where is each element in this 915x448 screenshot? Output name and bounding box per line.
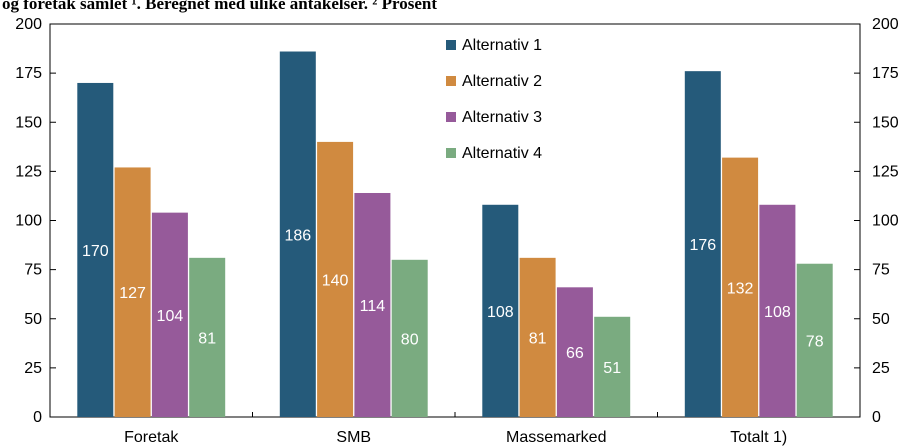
bar — [317, 141, 354, 417]
y-tick-label-right: 0 — [872, 409, 881, 426]
y-tick-label-left: 150 — [15, 114, 42, 131]
y-tick-label-left: 25 — [24, 360, 42, 377]
data-label: 108 — [764, 304, 791, 321]
y-tick-label-left: 100 — [15, 213, 42, 230]
bar — [354, 192, 391, 417]
data-label: 104 — [157, 308, 184, 325]
x-tick-label: Totalt 1) — [730, 429, 787, 446]
y-tick-label-left: 50 — [24, 311, 42, 328]
bar — [556, 287, 593, 417]
y-tick-label-right: 200 — [872, 16, 899, 33]
bar — [279, 51, 316, 417]
y-tick-label-right: 50 — [872, 311, 890, 328]
data-label: 81 — [529, 330, 547, 347]
legend-swatch — [446, 76, 456, 86]
legend-label: Alternativ 3 — [462, 109, 542, 126]
legend-swatch — [446, 148, 456, 158]
bar — [189, 257, 226, 417]
data-label: 140 — [322, 272, 349, 289]
y-tick-label-right: 75 — [872, 262, 890, 279]
y-tick-label-right: 175 — [872, 65, 899, 82]
legend-swatch — [446, 112, 456, 122]
data-label: 66 — [566, 345, 584, 362]
y-tick-label-left: 0 — [33, 409, 42, 426]
bar — [77, 82, 114, 417]
data-label: 127 — [119, 285, 146, 302]
chart-axes: 0 25 50 75 100 125 150 175 200 0 25 50 75 100 125 150 17… — [15, 16, 899, 446]
x-tick-label: Massemarked — [506, 429, 606, 446]
chart-bars — [77, 51, 833, 417]
bar — [482, 204, 519, 417]
bar — [151, 212, 188, 417]
y-tick-label-left: 175 — [15, 65, 42, 82]
bar — [684, 71, 721, 417]
bar — [722, 157, 759, 417]
data-label: 176 — [689, 237, 716, 254]
data-label: 170 — [82, 243, 109, 260]
legend-swatch — [446, 40, 456, 50]
data-label: 80 — [401, 331, 419, 348]
bar — [519, 257, 556, 417]
bar — [114, 167, 151, 417]
data-label: 81 — [198, 330, 216, 347]
chart-legend: Alternativ 1 Alternativ 2 Alternativ 3 Alte… — [446, 37, 542, 162]
y-tick-label-right: 125 — [872, 163, 899, 180]
y-tick-label-left: 200 — [15, 16, 42, 33]
y-tick-label-left: 75 — [24, 262, 42, 279]
legend-label: Alternativ 4 — [462, 145, 542, 162]
bar — [594, 316, 631, 417]
y-tick-label-right: 100 — [872, 213, 899, 230]
chart-data-labels: 170 127 104 81 186 140 114 80 108 81 66 51 176 132 108… — [82, 227, 824, 377]
bar — [391, 259, 428, 417]
legend-label: Alternativ 2 — [462, 73, 542, 90]
bar — [759, 204, 796, 417]
legend-label: Alternativ 1 — [462, 37, 542, 54]
y-tick-label-left: 125 — [15, 163, 42, 180]
data-label: 51 — [603, 360, 621, 377]
data-label: 132 — [727, 280, 754, 297]
x-tick-label: Foretak — [124, 429, 179, 446]
data-label: 114 — [360, 298, 386, 315]
data-label: 186 — [284, 227, 311, 244]
bar — [796, 263, 833, 417]
x-tick-label: SMB — [336, 429, 371, 446]
data-label: 108 — [487, 304, 514, 321]
y-tick-label-right: 25 — [872, 360, 890, 377]
data-label: 78 — [806, 333, 824, 350]
chart-title: og foretak samlet ¹. Beregnet med ulike … — [2, 0, 437, 13]
y-tick-label-right: 150 — [872, 114, 899, 131]
